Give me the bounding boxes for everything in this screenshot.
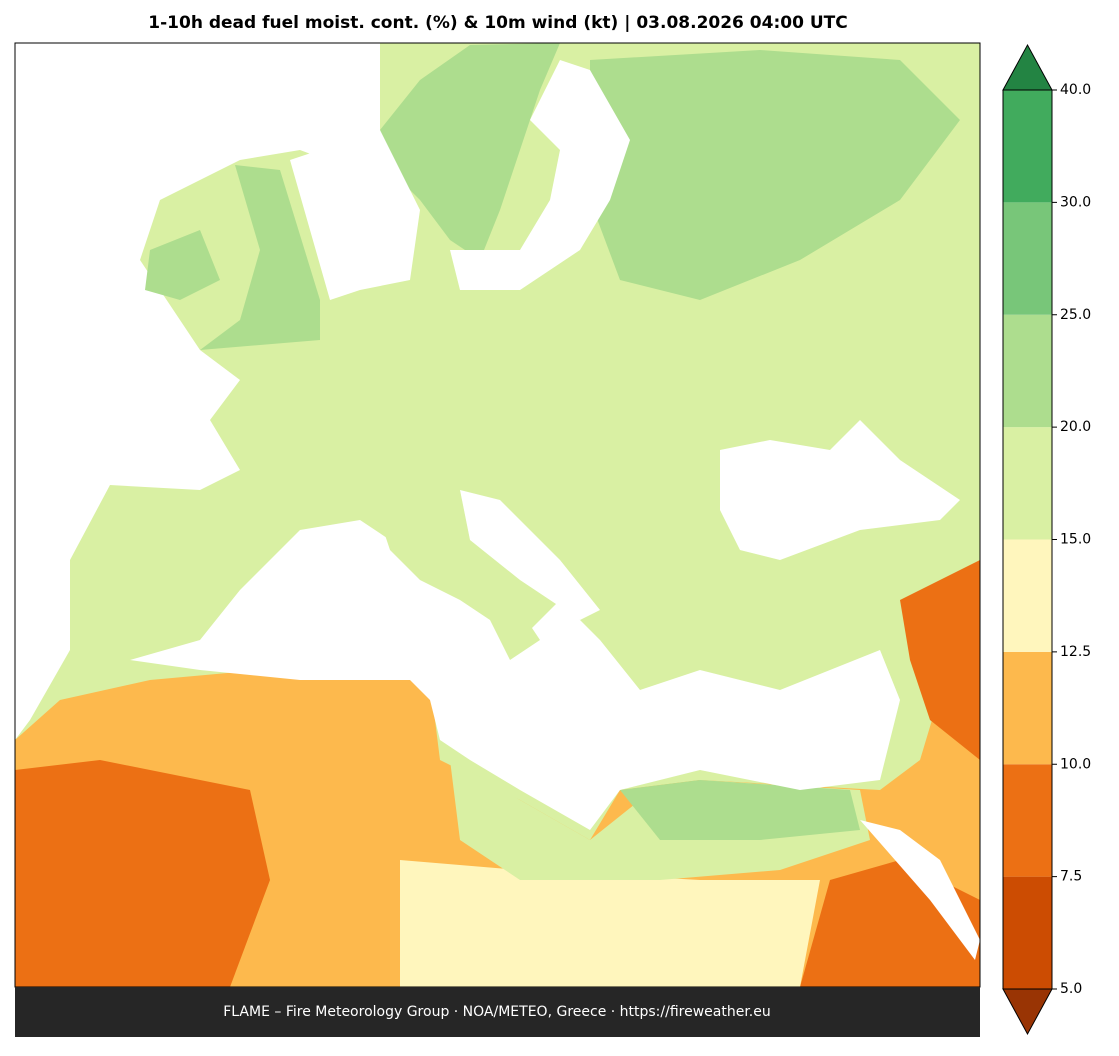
- colorbar-band: [1003, 651, 1052, 765]
- colorbar-band: [1003, 764, 1052, 877]
- colorbar: 5.0 7.5 10.0 12.5 15.0 20.0 25.0 30.0 40.0: [1002, 43, 1091, 1036]
- colorbar-band: [1003, 314, 1052, 428]
- africa-green: [620, 780, 860, 840]
- colorbar-tick-label: 25.0: [1060, 307, 1091, 323]
- footer-bar: [15, 987, 980, 1037]
- map: [14, 42, 981, 988]
- africa-dry: [15, 760, 270, 987]
- title: 1-10h dead fuel moist. cont. (%) & 10m w…: [148, 13, 847, 33]
- ireland: [145, 230, 220, 300]
- colorbar-band: [1003, 876, 1052, 989]
- colorbar-tick-label: 10.0: [1060, 756, 1091, 772]
- adriatic: [460, 490, 600, 620]
- colorbar-band: [1003, 202, 1052, 315]
- black-sea: [720, 420, 960, 560]
- colorbar-band: [1003, 427, 1052, 540]
- italy: [380, 520, 540, 660]
- africa-dry: [900, 560, 980, 760]
- land-green: [380, 43, 560, 260]
- footer: FLAME – Fire Meteorology Group · NOA/MET…: [223, 1004, 771, 1020]
- land-green: [590, 50, 960, 300]
- atlantic: [15, 43, 380, 740]
- colorbar-band: [1003, 539, 1052, 652]
- colorbar-tick-label: 12.5: [1060, 644, 1091, 660]
- north-sea: [290, 130, 420, 300]
- colorbar-tick-label: 20.0: [1060, 419, 1091, 435]
- colorbar-extend-max: [1002, 43, 1053, 91]
- colorbar-tick-label: 7.5: [1060, 869, 1082, 885]
- red-sea: [860, 820, 980, 960]
- colorbar-extend-min: [1002, 988, 1053, 1036]
- colorbar-band: [1003, 90, 1052, 203]
- uk: [200, 165, 320, 350]
- mediterranean: [130, 520, 900, 830]
- colorbar-tick-label: 30.0: [1060, 194, 1091, 210]
- colorbar-tick-label: 5.0: [1060, 981, 1082, 997]
- baltic: [450, 60, 630, 290]
- africa-pale: [400, 860, 820, 987]
- colorbar-tick-label: 40.0: [1060, 82, 1091, 98]
- colorbar-tick-label: 15.0: [1060, 532, 1091, 548]
